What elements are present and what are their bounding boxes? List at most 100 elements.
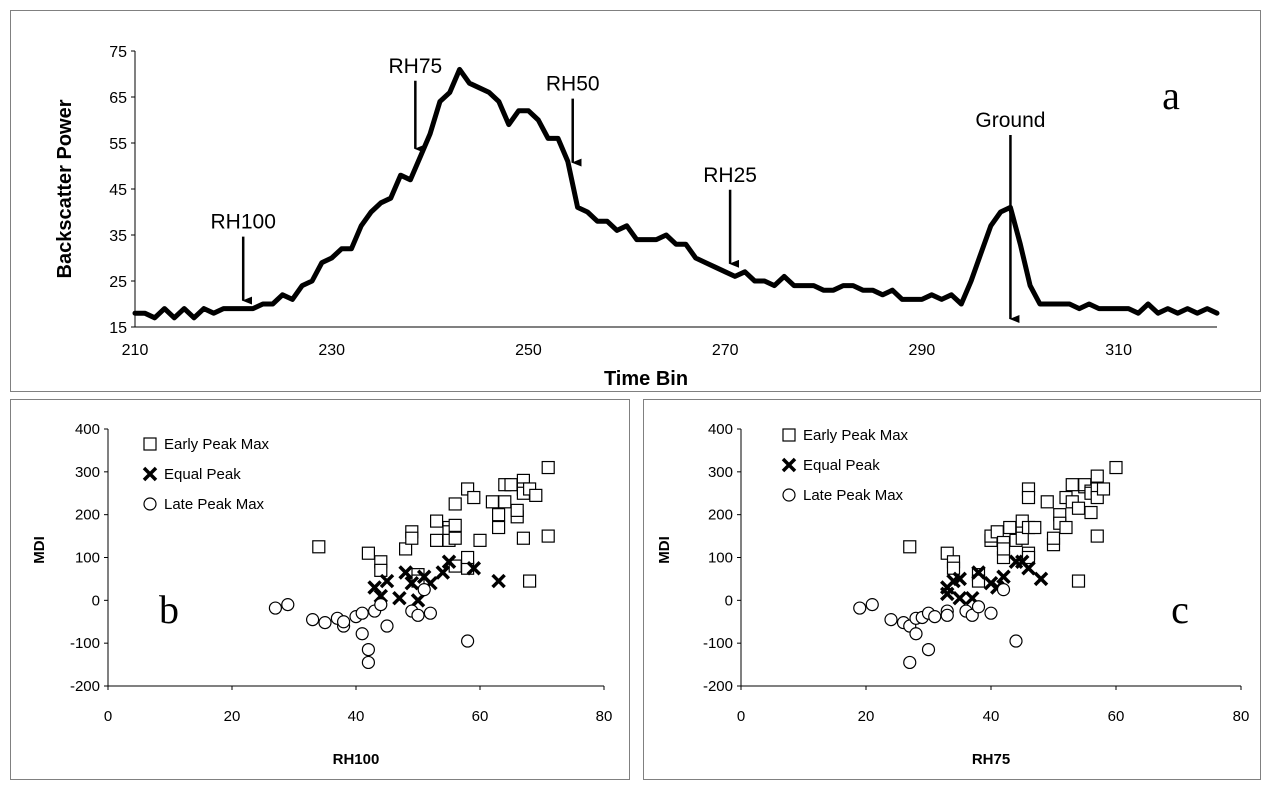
y-axis-label: Backscatter Power bbox=[54, 99, 76, 278]
early-peak-marker bbox=[510, 503, 524, 517]
early-peak-marker bbox=[430, 533, 444, 547]
annotation-rh75: RH75 bbox=[388, 55, 442, 153]
late-peak-marker bbox=[984, 606, 998, 620]
equal-peak-marker bbox=[940, 586, 955, 602]
early-peak-marker bbox=[1084, 505, 1098, 520]
early-peak-marker bbox=[516, 531, 530, 545]
x-tick-label: 0 bbox=[104, 708, 112, 725]
early-peak-marker bbox=[1021, 490, 1036, 505]
annotation-ground: Ground bbox=[975, 109, 1045, 323]
early-peak-marker bbox=[1090, 529, 1104, 543]
equal-peak-marker bbox=[142, 466, 158, 482]
early-peak-marker bbox=[1028, 520, 1042, 535]
y-tick-label: 400 bbox=[708, 421, 733, 438]
late-peak-marker bbox=[355, 606, 369, 620]
annotation-label: RH75 bbox=[388, 55, 442, 78]
late-peak-marker bbox=[1009, 634, 1023, 648]
equal-peak-marker bbox=[491, 573, 506, 589]
early-peak-marker bbox=[1071, 574, 1086, 588]
late-peak-marker bbox=[281, 598, 295, 612]
late-peak-marker bbox=[782, 488, 796, 502]
late-peak-marker bbox=[996, 583, 1011, 597]
y-tick-label: 45 bbox=[109, 182, 127, 199]
x-tick-label: 230 bbox=[318, 342, 345, 359]
legend-label: Early Peak Max bbox=[164, 436, 270, 453]
late-peak-marker bbox=[337, 615, 351, 629]
y-tick-label: 300 bbox=[708, 464, 733, 481]
x-tick-label: 250 bbox=[515, 342, 542, 359]
equal-peak-marker bbox=[971, 565, 986, 580]
x-axis-label: RH75 bbox=[972, 751, 1010, 768]
late-peak-marker bbox=[423, 606, 437, 620]
y-tick-label: -100 bbox=[70, 635, 100, 652]
late-peak-marker bbox=[971, 600, 986, 614]
late-peak-marker bbox=[355, 627, 369, 641]
early-peak-marker bbox=[492, 508, 506, 522]
annotation-label: RH25 bbox=[703, 164, 757, 187]
late-peak-marker bbox=[461, 634, 475, 648]
early-peak-marker bbox=[522, 574, 537, 588]
equal-peak-marker bbox=[392, 590, 407, 606]
early-peak-marker bbox=[541, 529, 555, 543]
x-tick-label: 310 bbox=[1105, 342, 1132, 359]
early-peak-marker bbox=[1071, 501, 1086, 515]
y-tick-label: 300 bbox=[75, 464, 100, 481]
annotation-rh100: RH100 bbox=[211, 211, 276, 305]
early-peak-marker bbox=[461, 550, 475, 565]
equal-peak-marker bbox=[410, 593, 426, 608]
equal-peak-marker bbox=[435, 565, 451, 580]
x-tick-label: 60 bbox=[1108, 708, 1125, 725]
early-peak-marker bbox=[492, 520, 506, 535]
panel-label-b: b bbox=[159, 587, 179, 632]
y-tick-label: 15 bbox=[109, 320, 127, 337]
equal-peak-marker bbox=[952, 571, 967, 587]
y-tick-label: 0 bbox=[92, 592, 100, 609]
early-peak-marker bbox=[903, 540, 917, 554]
early-peak-marker bbox=[782, 428, 796, 442]
y-tick-label: 75 bbox=[109, 44, 127, 61]
equal-peak-marker bbox=[1033, 571, 1049, 587]
y-tick-label: -200 bbox=[70, 678, 100, 695]
legend-item: Late Peak Max bbox=[143, 496, 265, 513]
y-tick-label: 200 bbox=[75, 507, 100, 524]
late-peak-marker bbox=[865, 598, 879, 612]
equal-peak-marker bbox=[404, 575, 420, 591]
early-peak-marker bbox=[996, 542, 1011, 556]
backscatter-series-line bbox=[132, 66, 1220, 321]
equal-peak-marker bbox=[441, 554, 457, 570]
annotation-label: RH50 bbox=[546, 73, 600, 96]
equal-peak-marker bbox=[952, 590, 967, 606]
x-tick-label: 270 bbox=[712, 342, 739, 359]
x-axis-label: Time Bin bbox=[604, 368, 688, 390]
legend-label: Early Peak Max bbox=[803, 427, 909, 444]
x-tick-label: 80 bbox=[596, 708, 613, 725]
y-tick-label: 400 bbox=[75, 421, 100, 438]
y-tick-label: -100 bbox=[703, 635, 733, 652]
x-tick-label: 20 bbox=[858, 708, 875, 725]
early-peak-marker bbox=[143, 437, 157, 451]
y-axis-label: MDI bbox=[656, 536, 673, 564]
panel-label-c: c bbox=[1171, 587, 1189, 632]
x-tick-label: 60 bbox=[472, 708, 489, 725]
late-peak-marker bbox=[143, 497, 157, 511]
early-peak-marker bbox=[430, 514, 444, 528]
annotation-label: Ground bbox=[975, 109, 1045, 132]
early-peak-marker bbox=[1090, 469, 1104, 483]
early-peak-marker bbox=[467, 490, 481, 505]
late-peak-marker bbox=[306, 613, 320, 627]
legend-label: Equal Peak bbox=[164, 466, 241, 483]
chart-c: RH75 MDI c -200 -100 0 100 200 300 400 0 20 40 60 8… bbox=[656, 421, 1249, 768]
late-peak-marker bbox=[417, 583, 431, 597]
x-tick-label: 20 bbox=[224, 708, 241, 725]
y-tick-label: 0 bbox=[725, 592, 733, 609]
equal-peak-marker bbox=[781, 457, 797, 473]
panel-a: Time Bin Backscatter Power a 15 25 35 45 55 6… bbox=[10, 10, 1261, 392]
annotation-rh50: RH50 bbox=[546, 73, 600, 167]
early-peak-marker bbox=[971, 574, 986, 588]
legend-item: Late Peak Max bbox=[782, 487, 904, 504]
equal-peak-marker bbox=[996, 569, 1011, 585]
legend-item: Equal Peak bbox=[781, 457, 880, 474]
late-peak-marker bbox=[940, 608, 954, 622]
legend-item: Early Peak Max bbox=[143, 436, 270, 453]
equal-peak-marker bbox=[1015, 554, 1030, 570]
